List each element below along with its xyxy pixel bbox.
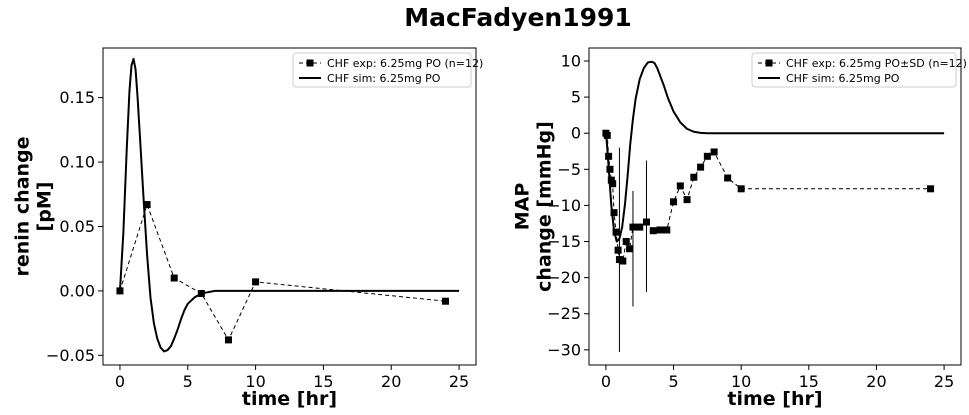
renin-x-tick-label: 20 xyxy=(381,372,401,391)
renin-y-axis-label-line2: [pM] xyxy=(34,182,56,232)
map-x-tick-label: 10 xyxy=(731,372,751,391)
map-exp-point xyxy=(605,152,613,160)
map-exp-point xyxy=(607,176,615,184)
renin-legend: CHF exp: 6.25mg PO (n=12) CHF sim: 6.25m… xyxy=(292,52,483,88)
map-exp-point xyxy=(649,227,657,235)
map-exp-point xyxy=(690,173,698,181)
map-y-tick-label: 5 xyxy=(571,88,581,107)
map-exp-point xyxy=(606,165,614,173)
map-exp-point xyxy=(663,226,671,234)
map-y-tick-label: −20 xyxy=(547,268,581,287)
renin-exp-point xyxy=(170,274,178,282)
map-x-tick-label: 25 xyxy=(934,372,954,391)
map-exp-point xyxy=(642,218,650,226)
renin-legend-sim-label: CHF sim: 6.25mg PO xyxy=(327,72,441,85)
map-y-axis-label-line1: MAP xyxy=(512,183,534,231)
renin-legend-exp-marker xyxy=(306,59,314,67)
map-legend-exp-marker xyxy=(765,59,773,67)
renin-axis-ticks: 0 5 10 15 20 25 −0.05 0.00 0.05 0.10 0.15 xyxy=(46,88,469,391)
map-exp-point xyxy=(612,228,620,236)
map-exp-point xyxy=(609,180,617,188)
map-y-axis-label-line2: change [mmHg] xyxy=(534,121,556,292)
map-legend: CHF exp: 6.25mg PO±SD (n=12) CHF sim: 6.… xyxy=(751,52,967,88)
map-legend-sim-label: CHF sim: 6.25mg PO xyxy=(786,72,900,85)
map-plot-frame xyxy=(588,47,962,366)
renin-y-axis-label-line1: renin change xyxy=(12,136,34,276)
map-y-tick-label: −5 xyxy=(557,160,581,179)
map-exp-point xyxy=(670,198,678,206)
renin-y-tick-label: 0.10 xyxy=(59,153,95,172)
renin-exp-point xyxy=(143,201,151,209)
map-sim-line xyxy=(604,60,945,243)
map-exp-point xyxy=(610,209,618,217)
map-legend-exp-label: CHF exp: 6.25mg PO±SD (n=12) xyxy=(786,57,967,70)
renin-y-tick-label: 0.05 xyxy=(59,217,95,236)
map-exp-point xyxy=(622,238,630,246)
map-exp-point xyxy=(676,182,684,190)
renin-exp-line xyxy=(119,203,446,341)
renin-exp-point xyxy=(252,278,260,286)
map-axis-ticks: 0 5 10 15 20 25 −30 −25 −20 −15 −10 −5 0 5 10 xyxy=(547,51,954,391)
map-y-tick-label: −10 xyxy=(547,196,581,215)
map-x-tick-label: 20 xyxy=(866,372,886,391)
renin-plot-area xyxy=(116,57,460,353)
renin-y-tick-label: 0.15 xyxy=(59,88,95,107)
map-exp-line xyxy=(605,132,931,262)
map-exp-point xyxy=(737,185,745,193)
map-exp-point xyxy=(656,226,664,234)
renin-x-tick-label: 0 xyxy=(115,372,125,391)
map-y-tick-label: −15 xyxy=(547,232,581,251)
map-exp-point xyxy=(710,148,718,156)
renin-exp-point xyxy=(441,297,449,305)
renin-plot-frame xyxy=(102,47,477,366)
map-exp-point xyxy=(697,163,705,171)
map-x-tick-label: 15 xyxy=(799,372,819,391)
map-x-tick-label: 0 xyxy=(601,372,611,391)
renin-x-axis-label: time [hr] xyxy=(242,388,337,410)
renin-legend-box xyxy=(292,52,472,88)
renin-chart-marks xyxy=(116,57,460,353)
renin-x-tick-label: 25 xyxy=(449,372,469,391)
map-exp-point xyxy=(636,223,644,231)
map-exp-point xyxy=(614,246,622,254)
map-y-tick-label: 10 xyxy=(561,51,581,70)
map-exp-point xyxy=(703,152,711,160)
map-exp-point xyxy=(626,245,634,253)
renin-sim-line xyxy=(118,57,460,353)
map-exp-point xyxy=(619,257,627,265)
renin-x-tick-label: 10 xyxy=(245,372,265,391)
map-exp-point xyxy=(927,185,935,193)
figure-title: MacFadyen1991 xyxy=(404,3,632,32)
map-exp-point xyxy=(683,196,691,204)
map-x-axis-label: time [hr] xyxy=(727,388,822,410)
map-y-tick-label: 0 xyxy=(571,124,581,143)
map-legend-box xyxy=(751,52,957,88)
renin-legend-exp-label: CHF exp: 6.25mg PO (n=12) xyxy=(327,57,483,70)
map-y-tick-label: −25 xyxy=(547,304,581,323)
map-exp-point xyxy=(724,174,732,182)
renin-y-tick-label: 0.00 xyxy=(59,281,95,300)
renin-chart: 0 5 10 15 20 25 −0.05 0.00 0.05 0.10 0.15 time [hr… xyxy=(12,47,483,410)
map-chart: 0 5 10 15 20 25 −30 −25 −20 −15 −10 −5 0 5 10 time [hr… xyxy=(512,47,967,410)
map-exp-point xyxy=(603,131,611,139)
map-y-tick-label: −30 xyxy=(547,340,581,359)
map-chart-marks xyxy=(602,60,945,353)
renin-exp-point xyxy=(116,287,124,295)
renin-x-tick-label: 15 xyxy=(313,372,333,391)
map-plot-area xyxy=(602,60,945,353)
renin-exp-point xyxy=(197,289,205,297)
map-x-tick-label: 5 xyxy=(668,372,678,391)
renin-exp-point xyxy=(224,336,232,344)
renin-x-tick-label: 5 xyxy=(183,372,193,391)
renin-y-tick-label: −0.05 xyxy=(46,346,95,365)
map-exp-point xyxy=(629,223,637,231)
